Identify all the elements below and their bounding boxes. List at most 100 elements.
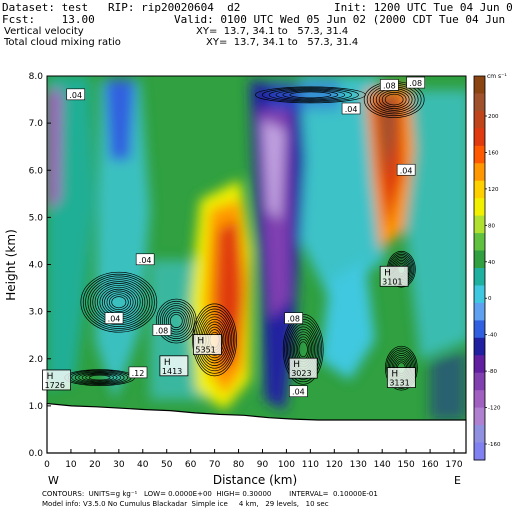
terrain-mask: [46, 402, 467, 454]
contour-label-box: [380, 79, 399, 91]
colorbar-swatch: [474, 233, 485, 252]
valid-label: Valid: 0100 UTC Wed 05 Jun 02 (2000 CDT …: [174, 13, 512, 26]
colorbar-label: -80: [488, 369, 497, 375]
extremum-symbol: H: [391, 370, 398, 380]
extremum-box: [193, 334, 222, 356]
colorbar-swatch: [474, 180, 485, 199]
colorbar-swatch: [474, 372, 485, 391]
colorbar-label: 0: [488, 296, 492, 302]
extremum-symbol: H: [293, 360, 300, 370]
contour-ring: [159, 303, 193, 339]
colorbar-swatch: [474, 198, 485, 217]
x-tick-label: 150: [398, 460, 415, 470]
contour-label-box: [341, 102, 361, 115]
contour-label-box: [66, 88, 86, 101]
extremum-box: [379, 265, 409, 287]
x-tick-label: 170: [445, 460, 462, 470]
y-tick-label: 4.0: [29, 261, 44, 271]
colorbar-label: 160: [488, 150, 499, 156]
colorbar-label: 40: [488, 260, 495, 266]
contour-ring: [192, 303, 237, 377]
colorbar-swatch: [474, 302, 485, 321]
y-tick-label: 1.0: [29, 402, 44, 412]
x-tick-label: 50: [161, 460, 173, 470]
contour-ring: [298, 341, 308, 358]
colorbar-label: -40: [488, 333, 497, 339]
y-tick-label: 7.0: [29, 119, 44, 129]
y-tick-label: 3.0: [29, 308, 44, 318]
contour-label-box: [128, 366, 148, 379]
colorbar-label: -120: [488, 406, 501, 412]
x-tick-label: 160: [421, 460, 438, 470]
y-axis-title: Height (km): [4, 229, 18, 300]
contour-label: .08: [409, 79, 422, 88]
colorbar-swatch: [474, 76, 485, 94]
dataset-label: Dataset: test RIP: rip20020604 d2: [2, 1, 241, 14]
x-axis-title: Distance (km): [213, 473, 297, 487]
x-axis: 0 10 20 30 40 50 60 70 80 90 100 110 120 130 140 150 160…: [44, 449, 463, 470]
contour-label-box: [104, 312, 124, 324]
x-tick-label: 120: [326, 460, 343, 470]
contour-label: .08: [287, 315, 300, 324]
colorbar: 200 160 120 80 40 0 -40 -80 -120 -160: [473, 75, 501, 461]
x-end-west: W: [48, 474, 59, 487]
x-tick-label: 30: [113, 460, 125, 470]
footer-contours: CONTOURS: UNITS=g kg⁻¹ LOW= 0.0000E+00 H…: [42, 490, 378, 498]
contour-ring: [106, 292, 132, 312]
contour-label: .04: [108, 315, 121, 324]
colorbar-swatch: [474, 320, 485, 339]
contour-label: .04: [69, 91, 82, 100]
contour-ring: [85, 374, 115, 382]
field2-label: Total cloud mixing ratio: [4, 37, 121, 48]
extremum-box: [42, 369, 71, 391]
colorbar-label: 80: [488, 223, 495, 229]
y-tick-label: 0.0: [29, 449, 44, 459]
extremum-box: [159, 355, 189, 377]
x-tick-label: 40: [137, 460, 149, 470]
x-tick-label: 100: [278, 460, 295, 470]
contour-ring: [167, 311, 185, 331]
contour-ring: [161, 305, 191, 337]
extremum-symbol: H: [47, 372, 54, 382]
contour-ring: [268, 88, 353, 102]
colorbar-swatch: [474, 407, 485, 426]
colorbar-swatch: [474, 337, 485, 356]
contour-label-box: [289, 385, 308, 398]
contour-label-box: [135, 253, 155, 266]
contour-ring: [385, 345, 418, 391]
contour-ring: [155, 298, 197, 344]
contour-ring: [163, 307, 189, 335]
x-tick-label: 80: [233, 460, 245, 470]
contour-ring: [157, 300, 195, 342]
xy2-label: XY= 13.7, 34.1 to 57.3, 31.4: [206, 37, 359, 48]
x-tick-label: 10: [65, 460, 77, 470]
y-tick-label: 6.0: [29, 166, 44, 176]
contour-ring: [74, 371, 125, 384]
contour-label-box: [284, 312, 303, 324]
colorbar-swatch: [474, 355, 485, 374]
x-tick-label: 0: [44, 460, 50, 470]
colorbar-label: 120: [488, 187, 499, 193]
colorbar-swatch: [474, 215, 485, 234]
colorbar-swatch: [474, 145, 485, 164]
colorbar-swatch: [474, 93, 485, 112]
x-tick-label: 130: [350, 460, 367, 470]
contour-ring: [289, 91, 332, 99]
contour-ring: [386, 347, 417, 389]
x-tick-label: 140: [374, 460, 391, 470]
contour-ring: [275, 89, 346, 101]
extremum-value: 5351: [195, 346, 215, 355]
contour-ring: [384, 93, 404, 106]
plot-labels: H1726H5351H1413H3023H3101H3131.04.04.04.…: [42, 76, 426, 398]
contour-label-box: [406, 76, 426, 89]
colorbar-unit: cm s⁻¹: [487, 73, 507, 80]
extremum-value: 3131: [389, 379, 409, 388]
contour-ring: [284, 316, 323, 383]
x-tick-label: 60: [185, 460, 197, 470]
x-tick-label: 110: [302, 460, 319, 470]
contour-ring: [71, 370, 129, 385]
contour-ring: [282, 90, 339, 100]
colorbar-label: 200: [488, 114, 499, 120]
y-tick-label: 2.0: [29, 355, 44, 365]
colorbar-swatch: [474, 285, 485, 304]
